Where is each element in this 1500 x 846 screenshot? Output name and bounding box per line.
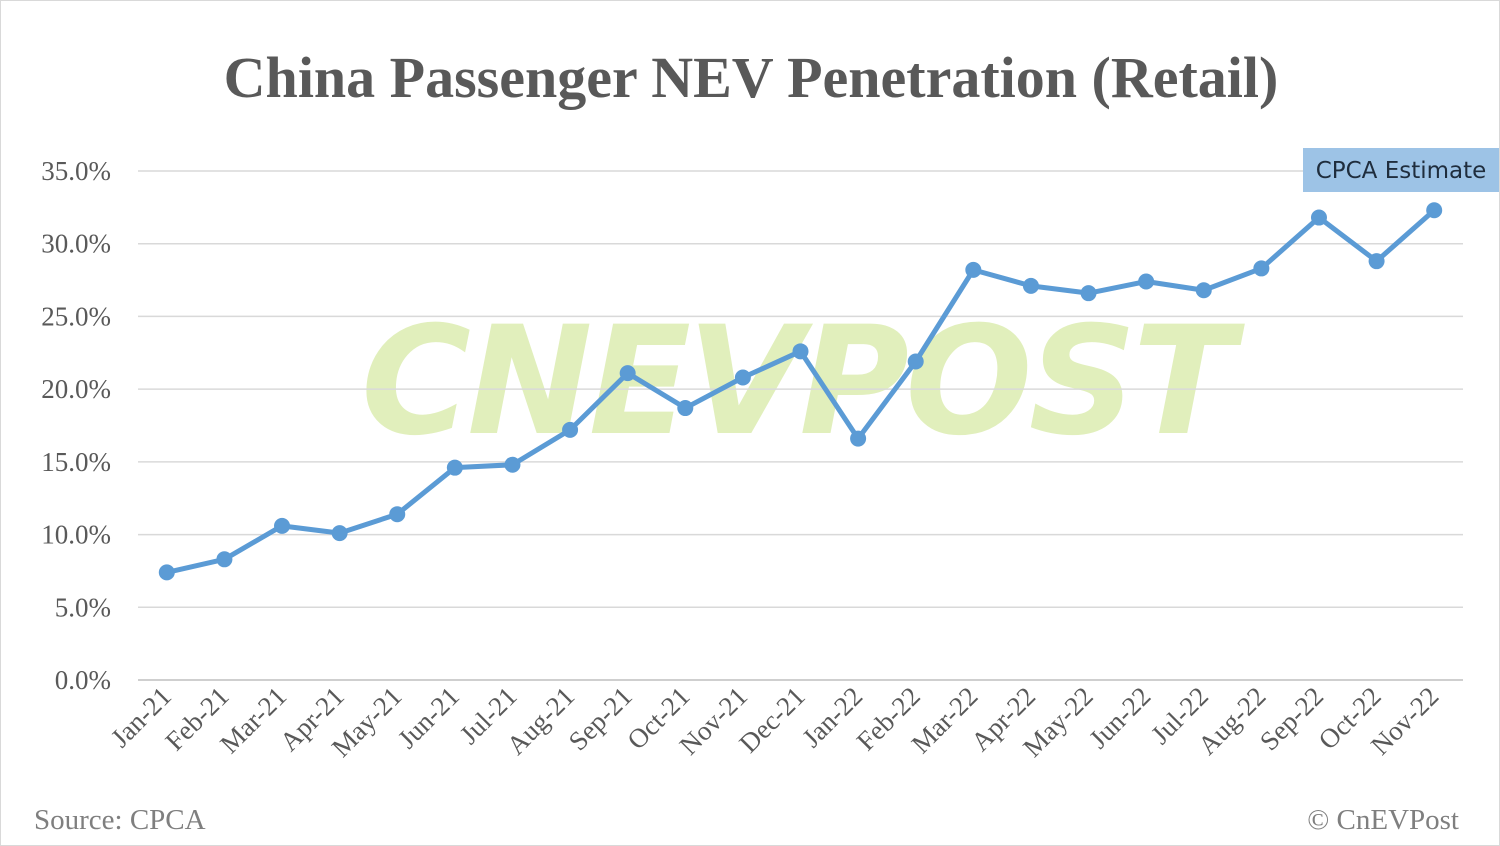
- data-point-Mar-21: [274, 517, 291, 534]
- data-point-Nov-22: [1426, 202, 1443, 219]
- data-point-May-21: [389, 506, 406, 523]
- data-point-Aug-21: [562, 421, 579, 438]
- x-tick-label: Dec-21: [733, 681, 810, 758]
- annotation-label: CPCA Estimate: [1316, 158, 1487, 184]
- annotation-box: [1303, 148, 1499, 192]
- data-point-Oct-22: [1368, 253, 1385, 270]
- data-point-Aug-22: [1253, 260, 1270, 277]
- data-point-May-22: [1080, 285, 1097, 302]
- data-point-Apr-22: [1022, 277, 1039, 294]
- copyright-note: © CnEVPost: [1307, 804, 1459, 836]
- data-point-Jul-21: [504, 456, 521, 473]
- x-tick-label: Sep-21: [563, 681, 638, 756]
- x-tick-label: Mar-21: [214, 681, 292, 759]
- y-tick-label: 10.0%: [41, 520, 111, 550]
- x-tick-label: Sep-22: [1254, 681, 1329, 756]
- data-point-Feb-21: [216, 551, 233, 568]
- data-point-Oct-21: [677, 400, 694, 417]
- x-tick-label: Mar-22: [905, 681, 983, 759]
- y-tick-label: 35.0%: [41, 156, 111, 186]
- chart-title: China Passenger NEV Penetration (Retail): [224, 45, 1279, 110]
- x-tick-label: Jun-22: [1083, 681, 1156, 754]
- data-point-Jan-21: [158, 564, 175, 581]
- x-tick-label: Jun-21: [392, 681, 465, 754]
- data-point-Jul-22: [1195, 282, 1212, 299]
- y-tick-label: 15.0%: [41, 447, 111, 477]
- y-tick-label: 5.0%: [55, 592, 111, 622]
- data-point-Jan-22: [850, 430, 867, 447]
- data-point-Mar-22: [965, 261, 982, 278]
- y-tick-label: 30.0%: [41, 229, 111, 259]
- data-point-Sep-22: [1310, 209, 1327, 226]
- data-point-Dec-21: [792, 343, 809, 360]
- data-point-Jun-22: [1138, 273, 1155, 290]
- watermark-logo: CNEVPOST: [361, 295, 1246, 469]
- data-point-Nov-21: [734, 369, 751, 386]
- y-tick-label: 0.0%: [55, 665, 111, 695]
- y-tick-label: 20.0%: [41, 374, 111, 404]
- data-point-Jun-21: [446, 459, 463, 476]
- data-point-Apr-21: [331, 525, 348, 542]
- y-tick-label: 25.0%: [41, 301, 111, 331]
- source-note: Source: CPCA: [34, 804, 206, 836]
- data-point-Sep-21: [619, 365, 636, 382]
- data-point-Feb-22: [907, 353, 924, 370]
